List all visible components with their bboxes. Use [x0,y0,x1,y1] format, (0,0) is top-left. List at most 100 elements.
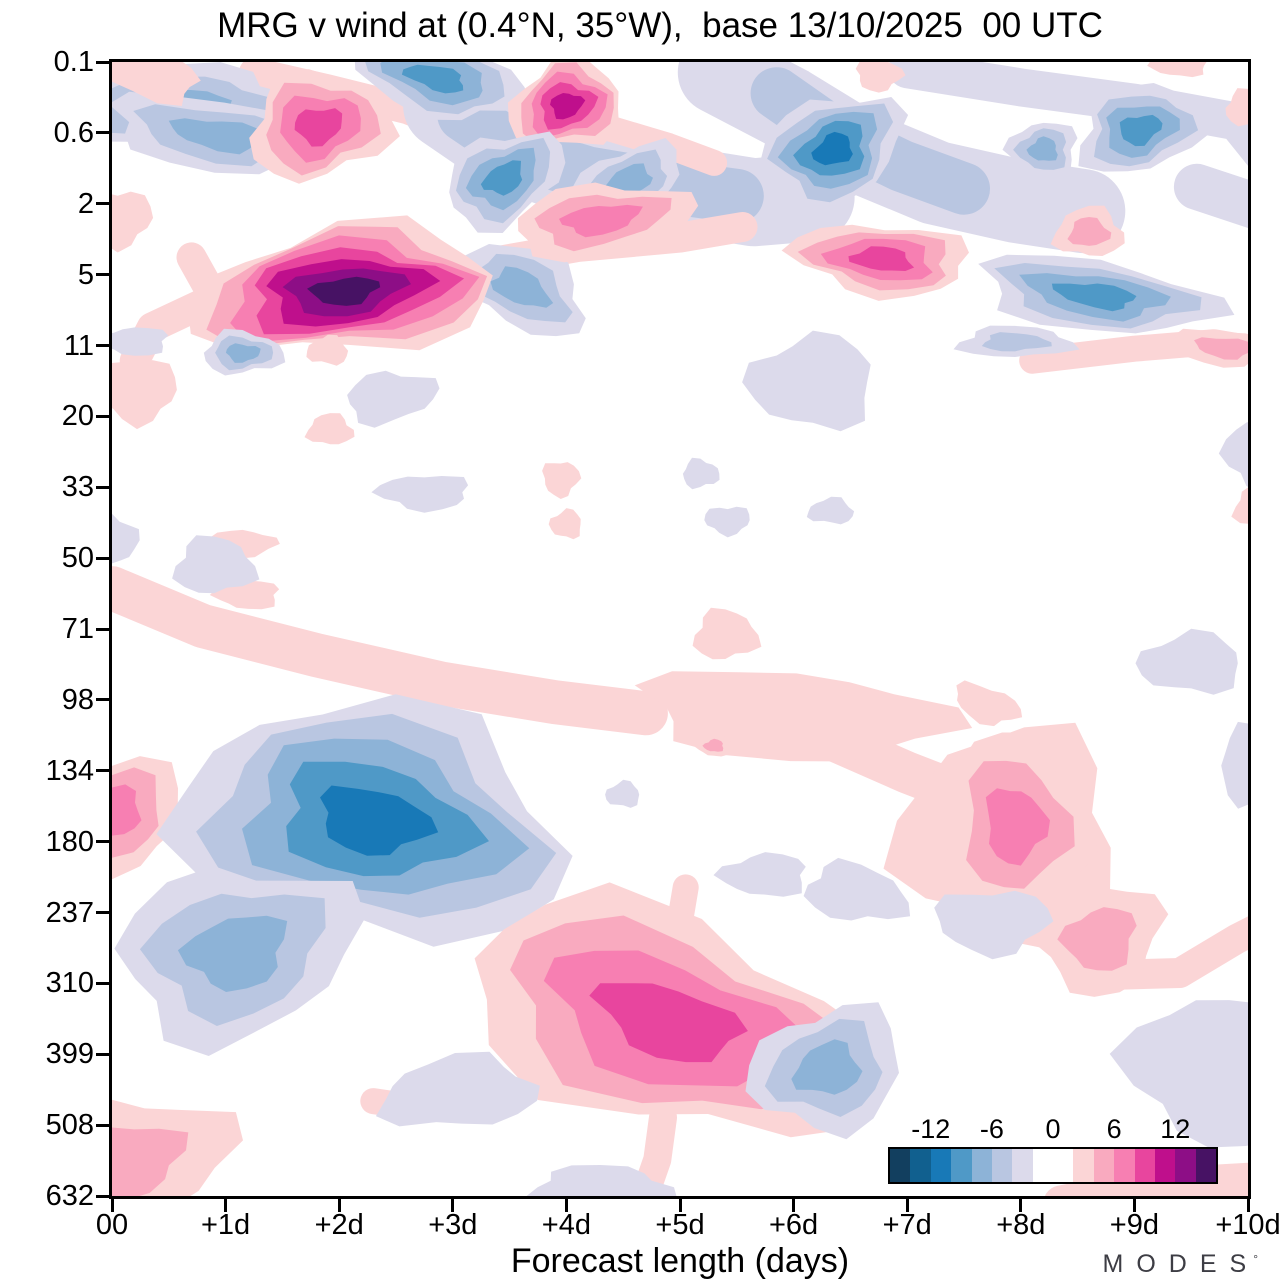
contour-blob-ring [589,983,748,1063]
contour-blob-ring [803,857,911,921]
colorbar: -12 -6 0 6 12 [888,1115,1218,1187]
y-tick-label: 237 [45,896,94,929]
x-tick-label: 00 [95,1209,129,1241]
contour-blob-ring [112,513,140,564]
contour-blob-ring [112,62,201,106]
colorbar-segment [1134,1149,1155,1182]
contour-band [1102,916,1248,990]
y-tick-mark [96,1052,109,1056]
y-tick-mark [96,202,109,206]
y-tick-label: 310 [45,967,94,1000]
x-tick-mark [1019,1199,1023,1212]
colorbar-segment [1114,1149,1135,1182]
x-tick-label: +3d [428,1209,478,1241]
y-tick-label: 2 [77,187,94,220]
contour-blob-ring [112,327,169,356]
x-tick-mark [110,1199,114,1212]
contour-blob-ring [542,462,582,499]
contour-blob-ring [304,413,355,445]
x-tick-mark [337,1199,341,1212]
contour-blob-ring [550,93,586,120]
contour-blob-ring [172,535,260,594]
y-tick-label: 0.6 [53,116,94,149]
contour-band [1173,163,1248,228]
contour-blob-ring [1218,422,1248,487]
contour-blob-ring [1194,337,1248,360]
contour-blob-ring [112,360,177,430]
y-tick-label: 632 [45,1180,94,1212]
contour-blob-ring [1225,88,1248,127]
y-tick-mark [96,981,109,985]
y-tick-mark [96,273,109,277]
colorbar-tick-label: 6 [1106,1114,1122,1144]
x-tick-label: +1d [200,1209,251,1241]
contour-blob-ring [855,62,906,93]
contour-blob-ring [480,160,523,196]
colorbar-segment [1012,1149,1033,1182]
contour-blob-ring [634,671,973,762]
y-tick-mark [96,414,109,418]
contour-blob-ring [702,738,724,752]
contour-blob-ring [490,266,554,308]
colorbar-tick-label: 0 [1045,1114,1061,1144]
contour-blob-ring [848,246,915,271]
colorbar-segment [991,1149,1013,1182]
x-tick-label: +2d [314,1209,364,1241]
colorbar-swatches [888,1147,1218,1184]
y-tick-label: 98 [61,683,94,716]
x-tick-mark [1132,1199,1136,1212]
y-tick-mark [96,556,109,560]
x-tick-label: +6d [768,1209,819,1241]
contour-blob-ring [112,784,142,836]
colorbar-tick-label: -12 [911,1114,951,1144]
contour-blob-ring [1221,721,1248,809]
contour-blob-ring [112,1127,189,1196]
contour-blob-ring [791,1039,863,1095]
x-tick-label: +9d [1109,1209,1159,1241]
y-tick-label: 50 [61,542,94,575]
x-tick-mark [905,1199,909,1212]
contour-blob-ring [225,343,261,363]
contour-blob-ring [307,276,381,306]
contour-blob-ring [1135,628,1238,695]
contour-blob-ring [347,370,440,428]
y-tick-mark [96,627,109,631]
contour-blob-ring [692,607,762,660]
x-tick-mark [678,1199,682,1212]
colorbar-segment [930,1149,952,1182]
chart-title: MRG v wind at (0.4°N, 35°W), base 13/10/… [217,6,1103,45]
y-tick-label: 71 [61,613,94,645]
contour-blob-ring [1231,487,1248,524]
colorbar-segment [910,1149,931,1182]
modes-logo-mark: ° [1253,1251,1258,1266]
contour-blob-ring [682,457,720,490]
contour-blob-ring [605,779,640,808]
contour-blob-ring [1026,136,1058,161]
colorbar-segment [971,1149,992,1182]
contour-blob-ring [1057,907,1137,971]
y-tick-mark [96,1123,109,1127]
x-tick-mark [224,1199,228,1212]
colorbar-segment [1093,1149,1115,1182]
contour-band [112,566,668,736]
x-tick-label: +4d [541,1209,591,1241]
y-tick-mark [96,344,109,347]
colorbar-segment [951,1149,972,1182]
y-tick-label: 134 [45,754,94,787]
y-tick-mark [96,698,109,702]
colorbar-segment [1175,1149,1196,1182]
contour-blob-ring [559,204,643,238]
y-tick-mark [96,131,109,135]
contour-blob-ring [371,476,469,513]
y-tick-mark [96,769,109,773]
x-tick-mark [792,1199,796,1212]
colorbar-segment [1073,1149,1094,1182]
contour-blob-ring [401,64,464,94]
contour-blob-ring [1067,217,1112,246]
contour-blob-ring [168,118,269,155]
contour-field [112,62,1248,1196]
contour-blob-ring [112,191,154,253]
modes-logo-text: MODES [1102,1250,1260,1278]
colorbar-tick-label: -6 [979,1114,1004,1144]
y-tick-label: 508 [45,1109,94,1142]
